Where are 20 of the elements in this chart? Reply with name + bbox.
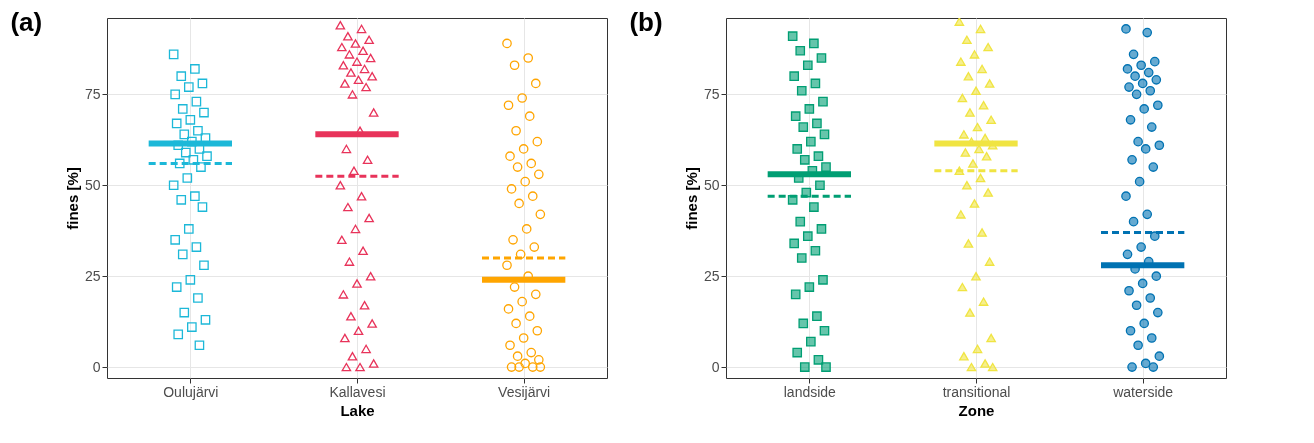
x-tick-label: Kallavesi bbox=[329, 383, 386, 400]
x-axis-title: Zone bbox=[958, 401, 995, 419]
chart-title: (a) bbox=[10, 7, 43, 37]
x-tick-label: waterside bbox=[1112, 383, 1174, 400]
x-tick-label: Vesijärvi bbox=[498, 383, 551, 400]
y-tick-label: 0 bbox=[92, 358, 101, 375]
y-tick-label: 50 bbox=[703, 176, 720, 193]
y-tick-label: 75 bbox=[703, 85, 720, 102]
y-tick-label: 25 bbox=[703, 267, 720, 284]
y-axis-title: fines [%] bbox=[63, 167, 81, 230]
y-tick-label: 75 bbox=[84, 85, 101, 102]
x-tick-label: landside bbox=[783, 383, 837, 400]
y-tick-label: 50 bbox=[84, 176, 101, 193]
y-tick-label: 0 bbox=[711, 358, 720, 375]
y-axis-title: fines [%] bbox=[682, 167, 700, 230]
x-tick-label: transitional bbox=[942, 383, 1011, 400]
x-tick-label: Oulujärvi bbox=[163, 383, 219, 400]
y-tick-label: 25 bbox=[84, 267, 101, 284]
x-axis-title: Lake bbox=[340, 401, 375, 419]
chart-title: (b) bbox=[629, 7, 663, 37]
